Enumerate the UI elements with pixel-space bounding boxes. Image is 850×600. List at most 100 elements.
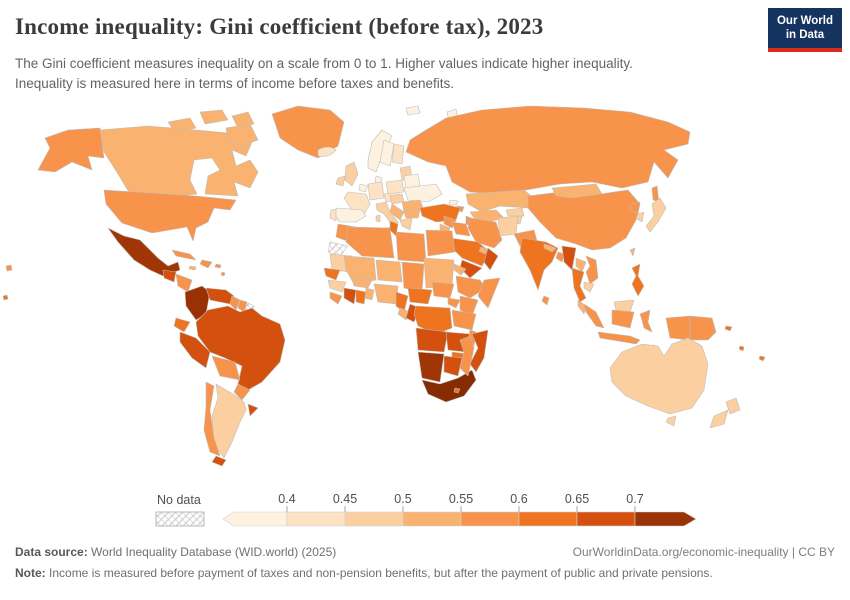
country-vanuatu[interactable] <box>738 345 745 352</box>
country-argentina[interactable] <box>211 383 247 459</box>
country-madagascar[interactable] <box>459 335 475 377</box>
country-venezuela[interactable] <box>205 287 235 305</box>
country-somalia[interactable] <box>477 277 501 309</box>
country-chad[interactable] <box>401 261 425 293</box>
legend-bin-0[interactable] <box>222 511 288 527</box>
legend-bin-3[interactable] <box>402 511 462 527</box>
country-mozambique[interactable] <box>469 329 489 373</box>
country-ecuador[interactable] <box>173 317 191 333</box>
country-niger[interactable] <box>375 259 403 283</box>
country-baffin-island[interactable] <box>225 123 259 147</box>
country-papua-new-guinea[interactable] <box>689 315 717 341</box>
legend-bin-7[interactable] <box>634 511 697 527</box>
country-usa[interactable] <box>103 189 237 242</box>
country-ghana[interactable] <box>355 289 367 305</box>
country-central-african-republic[interactable] <box>407 287 433 305</box>
country-lesotho[interactable] <box>453 387 461 394</box>
country-indonesia-kalimantan[interactable] <box>611 309 635 329</box>
country-ireland[interactable] <box>335 175 346 187</box>
country-ukraine[interactable] <box>403 183 443 203</box>
country-nepal[interactable] <box>543 243 557 253</box>
country-new-zealand-north[interactable] <box>725 397 741 415</box>
country-algeria[interactable] <box>345 226 395 259</box>
country-gulf-states[interactable] <box>478 246 489 255</box>
country-paraguay[interactable] <box>233 383 251 401</box>
country-kazakhstan[interactable] <box>465 189 537 213</box>
country-oman[interactable] <box>483 247 499 271</box>
country-bulgaria[interactable] <box>403 209 421 219</box>
country-ethiopia[interactable] <box>455 275 487 299</box>
country-thailand[interactable] <box>571 267 587 303</box>
country-portugal[interactable] <box>329 208 337 222</box>
country-tanzania[interactable] <box>451 309 477 331</box>
country-pacific-island[interactable] <box>2 294 9 301</box>
country-south-africa[interactable] <box>421 369 477 403</box>
country-indonesia-papua[interactable] <box>665 315 691 341</box>
country-philippines[interactable] <box>631 263 645 297</box>
legend-bin-6[interactable] <box>576 511 636 527</box>
country-indonesia-sumatra[interactable] <box>583 303 605 329</box>
country-bolivia[interactable] <box>211 355 241 381</box>
country-india[interactable] <box>519 237 559 291</box>
country-yemen[interactable] <box>459 259 483 279</box>
country-hispaniola[interactable] <box>199 259 213 269</box>
country-uzbekistan[interactable] <box>469 209 505 223</box>
country-cambodia[interactable] <box>583 281 595 293</box>
legend-bin-5[interactable] <box>518 511 578 527</box>
country-spain[interactable] <box>332 207 367 223</box>
country-togo-benin[interactable] <box>364 287 375 301</box>
country-georgia[interactable] <box>448 199 459 206</box>
country-japan[interactable] <box>645 197 667 233</box>
country-kyrgyzstan[interactable] <box>505 207 525 217</box>
country-senegal[interactable] <box>323 267 341 281</box>
country-south-korea[interactable] <box>635 211 645 223</box>
country-egypt[interactable] <box>425 229 456 257</box>
country-uk[interactable] <box>344 161 359 187</box>
country-vietnam[interactable] <box>585 255 599 285</box>
country-hungary-slovakia[interactable] <box>389 193 405 205</box>
country-mongolia[interactable] <box>551 183 603 199</box>
country-iraq[interactable] <box>451 221 471 237</box>
country-sierra-leone-liberia[interactable] <box>329 291 343 305</box>
country-angola[interactable] <box>415 327 449 353</box>
country-svalbard[interactable] <box>405 105 421 116</box>
country-puerto-rico[interactable] <box>214 263 222 269</box>
country-indonesia-sulawesi[interactable] <box>639 309 653 333</box>
legend-bin-4[interactable] <box>460 511 520 527</box>
country-new-zealand-south[interactable] <box>709 409 729 429</box>
country-solomon-islands[interactable] <box>724 325 733 332</box>
country-greenland[interactable] <box>271 105 345 159</box>
country-tierra-del-fuego[interactable] <box>211 455 227 467</box>
country-germany[interactable] <box>367 181 385 201</box>
country-sri-lanka[interactable] <box>541 295 550 306</box>
country-malaysia[interactable] <box>577 299 587 315</box>
country-honduras-nicaragua[interactable] <box>175 273 193 293</box>
country-libya[interactable] <box>395 231 427 263</box>
legend-bin-2[interactable] <box>344 511 404 527</box>
country-alaska[interactable] <box>37 127 105 173</box>
country-burkina-faso[interactable] <box>351 277 373 289</box>
country-ivory-coast[interactable] <box>343 287 357 305</box>
country-uganda[interactable] <box>447 297 461 309</box>
country-lesser-antilles[interactable] <box>220 271 226 277</box>
country-belarus[interactable] <box>403 173 421 189</box>
owid-logo[interactable]: Our World in Data <box>768 8 842 52</box>
country-cuba[interactable] <box>171 249 197 261</box>
country-russia[interactable] <box>405 105 691 195</box>
country-china[interactable] <box>527 189 641 251</box>
country-mexico[interactable] <box>107 227 181 277</box>
country-indonesia-java[interactable] <box>597 331 641 345</box>
country-guatemala[interactable] <box>162 269 177 283</box>
country-tasmania[interactable] <box>665 415 677 427</box>
country-eritrea-djibouti[interactable] <box>453 263 467 276</box>
country-namibia[interactable] <box>417 351 445 383</box>
country-arctic-island[interactable] <box>167 117 197 133</box>
country-sweden[interactable] <box>379 139 395 167</box>
country-arctic-island[interactable] <box>199 109 229 125</box>
owid-link[interactable]: OurWorldinData.org/economic-inequality |… <box>572 545 835 559</box>
country-iceland[interactable] <box>317 146 337 157</box>
country-nigeria[interactable] <box>373 283 399 305</box>
country-taiwan[interactable] <box>629 247 636 257</box>
country-australia[interactable] <box>609 337 709 415</box>
legend-bin-1[interactable] <box>286 511 346 527</box>
